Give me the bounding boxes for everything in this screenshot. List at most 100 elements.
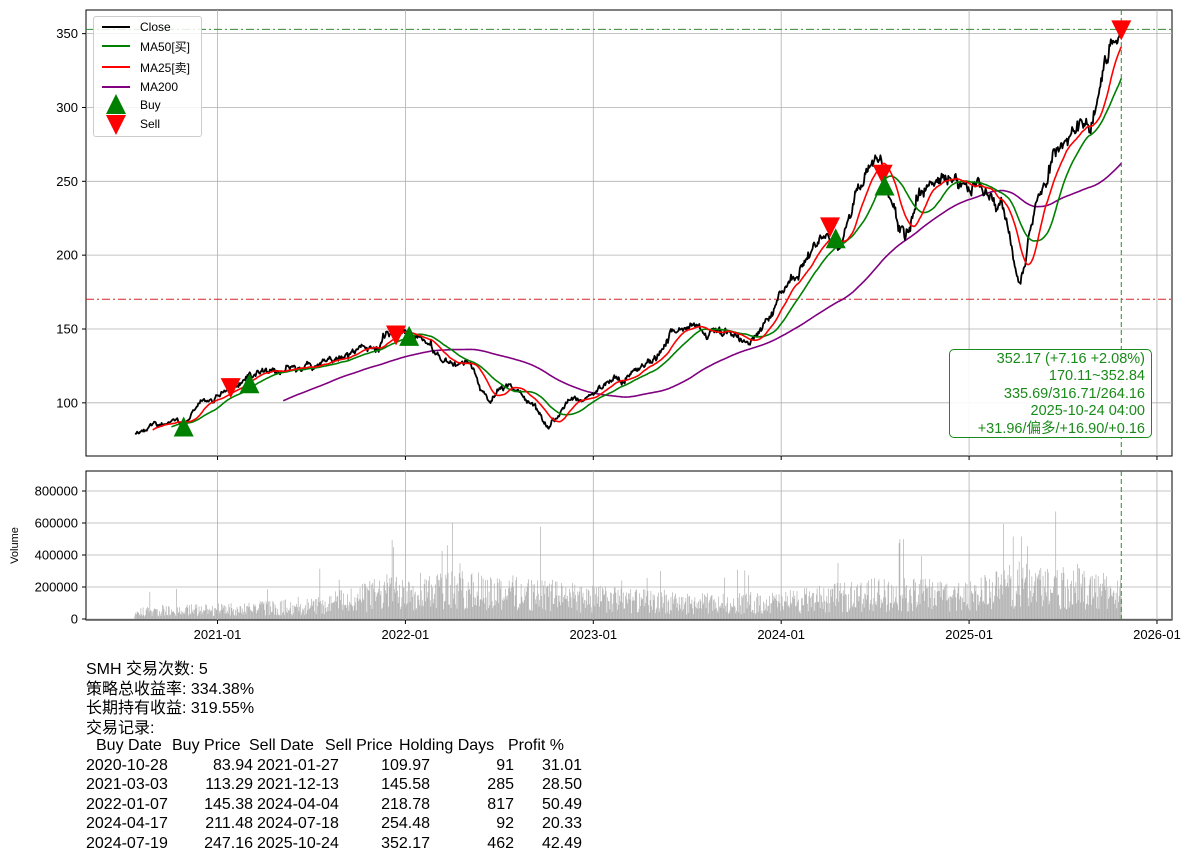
volume-bar: [780, 611, 781, 619]
volume-bar: [366, 611, 368, 619]
volume-bar: [906, 584, 907, 619]
volume-bar: [982, 601, 983, 619]
volume-bar: [145, 610, 147, 619]
volume-bar: [669, 613, 670, 619]
volume-bar: [830, 589, 831, 619]
buy-marker: [239, 373, 260, 394]
volume-bar: [1023, 588, 1024, 619]
volume-bar: [1058, 594, 1060, 619]
volume-bar: [391, 577, 392, 619]
volume-bar: [905, 598, 907, 619]
volume-bar: [596, 587, 597, 619]
volume-bar: [712, 610, 714, 619]
volume-bar: [997, 577, 999, 619]
volume-bar: [1015, 605, 1016, 619]
volume-bar: [895, 597, 896, 619]
volume-bar: [979, 601, 981, 619]
volume-bar: [784, 602, 786, 619]
volume-bar: [508, 588, 509, 619]
volume-bar: [538, 606, 540, 619]
table-cell: 2022-01-07: [86, 795, 168, 813]
volume-bar: [1092, 598, 1094, 619]
volume-bar: [878, 579, 880, 619]
volume-bar: [139, 615, 141, 619]
volume-bar: [637, 612, 638, 619]
volume-bar: [994, 585, 996, 619]
volume-bar: [376, 596, 377, 619]
volume-bar: [187, 607, 189, 619]
volume-bar: [443, 601, 445, 619]
volume-bar: [965, 582, 966, 619]
volume-bar: [431, 584, 432, 619]
volume-bar: [874, 578, 875, 619]
volume-bar: [307, 610, 309, 619]
volume-bar: [234, 615, 236, 619]
volume-bar: [581, 586, 582, 619]
volume-bar: [599, 606, 600, 619]
volume-bar: [453, 593, 455, 619]
volume-bar: [807, 611, 809, 619]
volume-bar: [496, 601, 497, 619]
volume-bar: [842, 611, 843, 619]
volume-bar: [1089, 579, 1091, 619]
volume-bar: [384, 581, 386, 619]
volume-bar: [857, 596, 859, 619]
volume-bar: [718, 596, 720, 619]
volume-bar: [423, 584, 425, 619]
volume-bar: [1005, 586, 1007, 619]
volume-bar: [1109, 585, 1111, 619]
volume-bar: [494, 605, 496, 619]
volume-bar: [994, 595, 995, 619]
volume-bar: [391, 540, 393, 619]
volume-bar: [449, 584, 451, 619]
volume-bar: [457, 583, 459, 619]
volume-bar: [158, 616, 160, 619]
volume-bar: [397, 603, 399, 619]
volume-bar: [730, 603, 731, 619]
volume-bar: [766, 599, 767, 619]
volume-bar: [150, 610, 152, 619]
volume-bar: [1019, 595, 1021, 619]
volume-bar: [401, 597, 403, 619]
volume-bar: [279, 601, 281, 619]
volume-bar: [1012, 536, 1014, 619]
volume-bar: [549, 583, 550, 619]
volume-bar: [1115, 592, 1117, 619]
volume-bar: [843, 595, 845, 619]
volume-bar: [464, 607, 466, 619]
volume-bar: [972, 593, 974, 619]
volume-bar: [409, 601, 411, 619]
volume-bar: [657, 592, 659, 619]
volume-bar: [570, 597, 572, 619]
volume-bar: [490, 579, 492, 619]
volume-bar: [569, 592, 571, 619]
volume-bar: [811, 596, 813, 619]
volume-bar: [555, 581, 556, 619]
volume-bar: [502, 600, 504, 619]
volume-bar: [1059, 609, 1061, 619]
volume-bar: [350, 588, 352, 619]
volume-bar: [572, 583, 573, 619]
volume-bar: [1090, 576, 1092, 619]
records-label: 交易记录:: [86, 719, 155, 737]
volume-bar: [756, 597, 758, 619]
volume-bar: [139, 614, 140, 619]
volume-bar: [812, 592, 813, 619]
volume-bar: [772, 600, 774, 619]
volume-bar: [427, 592, 429, 619]
volume-bar: [995, 571, 997, 619]
volume-bar: [1008, 587, 1010, 619]
volume-bar: [164, 615, 166, 619]
volume-bar: [980, 596, 981, 619]
volume-bar: [602, 589, 604, 619]
table-cell: 145.58: [381, 776, 430, 794]
volume-bar: [1016, 593, 1018, 619]
volume-bar: [687, 593, 688, 619]
volume-bar: [721, 603, 723, 619]
volume-bar: [946, 583, 948, 619]
volume-bar: [819, 585, 820, 619]
volume-bar: [1032, 593, 1034, 619]
buy-marker: [825, 228, 846, 249]
volume-bar: [763, 610, 765, 619]
volume-bar: [729, 610, 731, 619]
